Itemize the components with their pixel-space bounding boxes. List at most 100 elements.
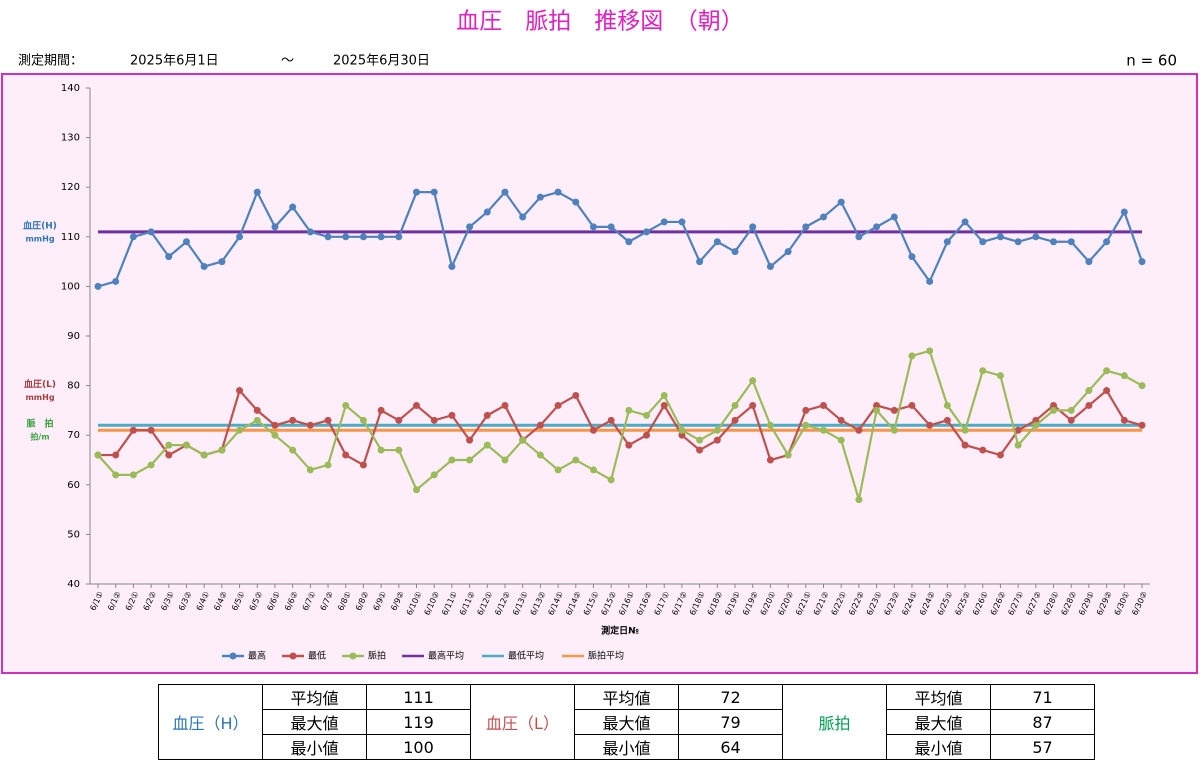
point — [943, 238, 951, 246]
point — [749, 401, 757, 409]
metric-value: 57 — [990, 734, 1095, 760]
point — [483, 441, 491, 449]
point — [554, 401, 562, 409]
point — [112, 277, 120, 285]
metric-label: 平均値 — [886, 684, 991, 710]
point — [94, 451, 102, 459]
point — [165, 451, 173, 459]
point — [448, 456, 456, 464]
point — [572, 456, 580, 464]
point — [890, 213, 898, 221]
point — [572, 198, 580, 206]
point — [112, 471, 120, 479]
point — [890, 426, 898, 434]
legend-label: 最低 — [308, 650, 326, 662]
point — [466, 223, 474, 231]
axis-label: mmHg — [25, 234, 54, 243]
point — [678, 431, 686, 439]
point — [165, 253, 173, 261]
point — [253, 406, 261, 414]
point — [501, 456, 509, 464]
y-tick-label: 100 — [61, 281, 80, 292]
point — [1085, 387, 1093, 395]
point — [253, 416, 261, 424]
point — [466, 436, 474, 444]
point — [660, 392, 668, 400]
point — [413, 188, 421, 196]
point — [165, 441, 173, 449]
group-label: 血圧（H） — [158, 684, 263, 760]
stats-table: 血圧（H） 平均値 111 血圧（L） 平均値 72 脈拍 平均値 71 最大値 119 最大値 79 最… — [158, 684, 1095, 760]
point — [1103, 387, 1111, 395]
metric-value: 119 — [366, 709, 471, 735]
point — [979, 238, 987, 246]
point — [1050, 238, 1058, 246]
legend-marker — [229, 652, 237, 660]
metric-value: 71 — [990, 684, 1095, 710]
point — [1032, 416, 1040, 424]
point — [359, 233, 367, 241]
metric-value: 72 — [678, 684, 783, 710]
point — [731, 248, 739, 256]
point — [749, 223, 757, 231]
axis-label: 脈 拍 — [26, 418, 53, 430]
point — [129, 233, 137, 241]
point — [200, 263, 208, 271]
point — [731, 416, 739, 424]
period-label: 測定期間： — [18, 54, 83, 69]
legend-label: 脈拍平均 — [588, 650, 624, 662]
point — [483, 208, 491, 216]
point — [908, 352, 916, 360]
metric-label: 最大値 — [574, 709, 679, 735]
point — [908, 253, 916, 261]
axis-label: 血圧(H) — [23, 219, 57, 231]
point — [837, 198, 845, 206]
y-tick-label: 110 — [61, 232, 80, 243]
point — [289, 446, 297, 454]
point — [1138, 258, 1146, 266]
point — [413, 486, 421, 494]
point — [1032, 421, 1040, 429]
point — [1014, 238, 1022, 246]
point — [1120, 372, 1128, 380]
point — [536, 421, 544, 429]
point — [377, 406, 385, 414]
point — [607, 476, 615, 484]
point — [112, 451, 120, 459]
point — [643, 228, 651, 236]
point — [395, 446, 403, 454]
point — [819, 213, 827, 221]
point — [926, 347, 934, 355]
point — [554, 466, 562, 474]
point — [625, 441, 633, 449]
point — [1138, 421, 1146, 429]
point — [855, 426, 863, 434]
point — [359, 461, 367, 469]
point — [802, 406, 810, 414]
point — [784, 451, 792, 459]
point — [236, 387, 244, 395]
point — [802, 223, 810, 231]
point — [873, 223, 881, 231]
point — [819, 401, 827, 409]
point — [236, 426, 244, 434]
point — [377, 233, 385, 241]
point — [766, 456, 774, 464]
point — [306, 228, 314, 236]
legend-label: 最高平均 — [428, 650, 464, 662]
point — [519, 436, 527, 444]
point — [873, 401, 881, 409]
point — [1050, 401, 1058, 409]
point — [129, 471, 137, 479]
point — [1138, 382, 1146, 390]
point — [448, 263, 456, 271]
point — [1050, 406, 1058, 414]
point — [943, 416, 951, 424]
point — [448, 411, 456, 419]
metric-value: 79 — [678, 709, 783, 735]
point — [1120, 208, 1128, 216]
point — [289, 416, 297, 424]
point — [766, 263, 774, 271]
point — [324, 233, 332, 241]
point — [678, 218, 686, 226]
